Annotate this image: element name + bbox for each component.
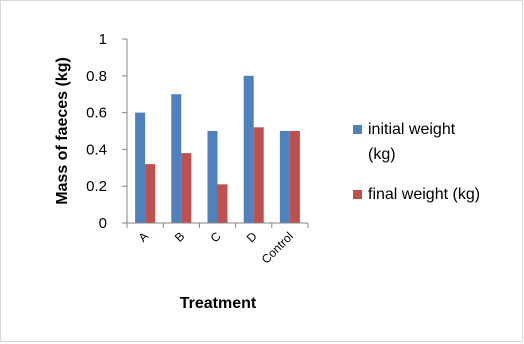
y-axis-title: Mass of faeces (kg) bbox=[54, 57, 71, 205]
bars bbox=[135, 75, 300, 223]
bar-final-d bbox=[253, 127, 264, 223]
x-axis-title: Treatment bbox=[180, 295, 257, 312]
bar-initial-a bbox=[135, 112, 146, 223]
y-tick-label: 1 bbox=[99, 31, 107, 48]
y-tick-label: 0.6 bbox=[86, 105, 107, 122]
x-tick-label: D bbox=[244, 229, 260, 245]
bar-initial-control bbox=[279, 131, 290, 223]
x-tick-label: Control bbox=[259, 229, 296, 266]
legend-swatch-initial bbox=[353, 125, 362, 134]
y-tick-label: 0.8 bbox=[86, 68, 107, 85]
bar-final-c bbox=[217, 184, 228, 223]
y-tick-label: 0.2 bbox=[86, 178, 107, 195]
bar-initial-d bbox=[243, 75, 254, 223]
x-tick-label: C bbox=[208, 229, 224, 245]
bar-initial-b bbox=[171, 94, 182, 223]
y-axis: 0 0.2 0.4 0.6 0.8 1 bbox=[86, 31, 128, 232]
legend-label-initial: (kg) bbox=[368, 146, 396, 163]
legend-label-initial: initial weight bbox=[368, 121, 456, 138]
legend-swatch-final bbox=[353, 190, 362, 199]
legend-label-final: final weight (kg) bbox=[368, 186, 480, 203]
legend: initial weight (kg) final weight (kg) bbox=[353, 121, 480, 203]
bar-final-a bbox=[145, 164, 156, 223]
bar-initial-c bbox=[207, 131, 218, 223]
bar-final-b bbox=[181, 153, 192, 223]
x-tick-label: A bbox=[136, 229, 152, 245]
y-tick-label: 0.4 bbox=[86, 141, 107, 158]
y-tick-label: 0 bbox=[99, 215, 107, 232]
bar-final-control bbox=[289, 131, 300, 223]
x-tick-label: B bbox=[172, 229, 188, 245]
